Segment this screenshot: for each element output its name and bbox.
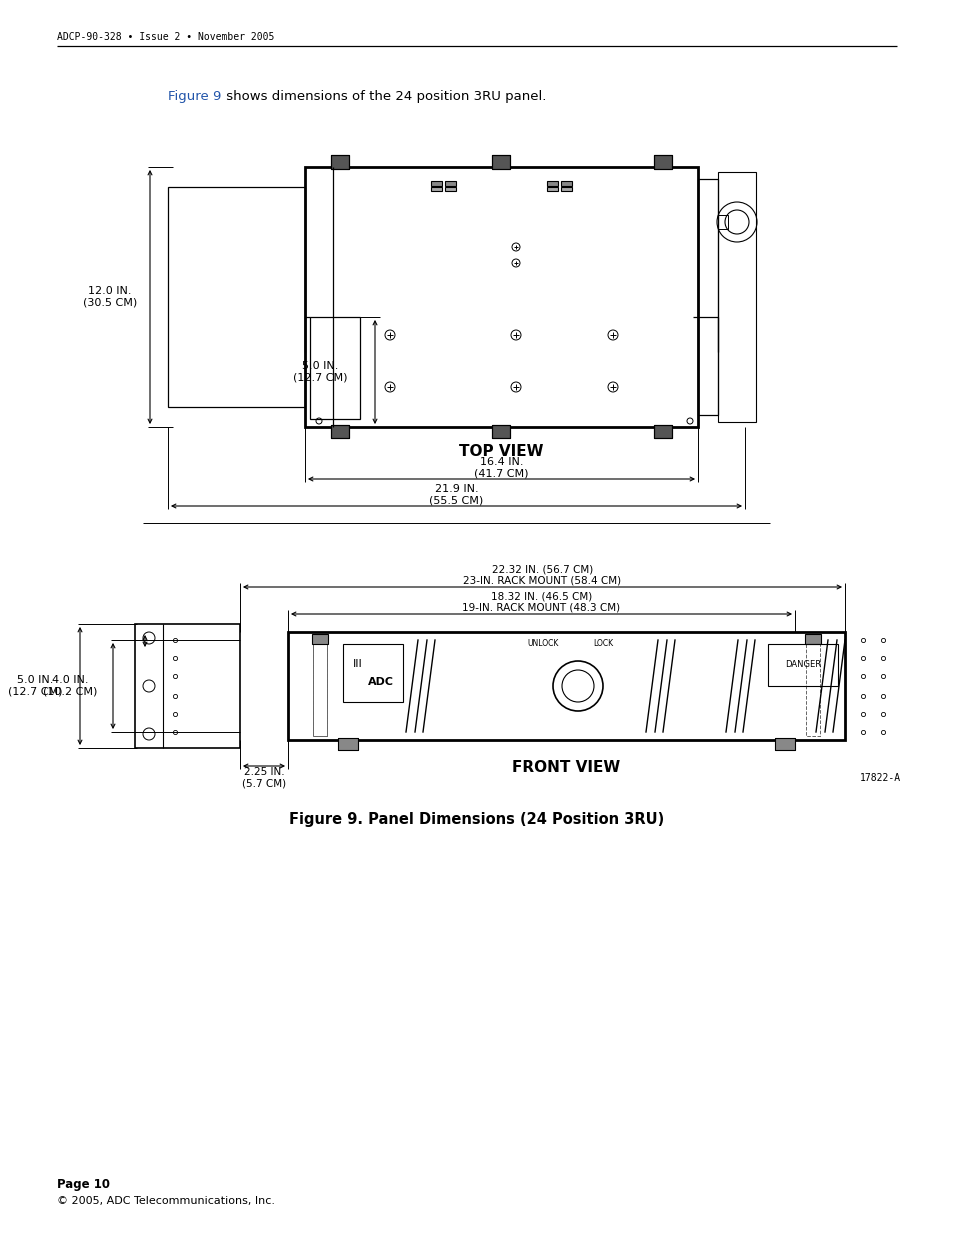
Text: LOCK: LOCK	[593, 640, 613, 648]
Bar	[337, 739, 357, 750]
Text: FRONT VIEW: FRONT VIEW	[512, 761, 620, 776]
Text: 5.0 IN.
(12.7 CM): 5.0 IN. (12.7 CM)	[293, 361, 347, 383]
Bar	[654, 156, 671, 169]
Text: ADC: ADC	[368, 677, 394, 687]
Text: 2.25 IN.
(5.7 CM): 2.25 IN. (5.7 CM)	[242, 767, 286, 789]
Bar	[331, 425, 349, 438]
Bar	[431, 182, 441, 186]
Bar	[313, 636, 327, 736]
Bar	[560, 186, 572, 191]
Bar	[331, 156, 349, 169]
Text: 18.32 IN. (46.5 CM)
19-IN. RACK MOUNT (48.3 CM): 18.32 IN. (46.5 CM) 19-IN. RACK MOUNT (4…	[462, 592, 619, 613]
Bar	[774, 739, 794, 750]
Text: 5.0 IN.
(12.7 CM): 5.0 IN. (12.7 CM)	[8, 676, 62, 697]
Bar	[310, 317, 359, 419]
Text: DANGER: DANGER	[784, 661, 821, 669]
Text: III: III	[353, 659, 362, 669]
Bar	[492, 156, 510, 169]
Bar	[313, 636, 327, 736]
Bar	[804, 634, 821, 643]
Text: Figure 9. Panel Dimensions (24 Position 3RU): Figure 9. Panel Dimensions (24 Position …	[289, 813, 664, 827]
Bar	[331, 425, 349, 438]
Bar	[331, 156, 349, 169]
Bar	[492, 425, 510, 438]
Bar	[135, 624, 240, 748]
Text: © 2005, ADC Telecommunications, Inc.: © 2005, ADC Telecommunications, Inc.	[57, 1195, 274, 1207]
Text: 22.32 IN. (56.7 CM)
23-IN. RACK MOUNT (58.4 CM): 22.32 IN. (56.7 CM) 23-IN. RACK MOUNT (5…	[463, 564, 621, 585]
Bar	[431, 186, 441, 191]
Bar	[698, 179, 718, 415]
Bar	[718, 215, 727, 228]
Text: 21.9 IN.
(55.5 CM): 21.9 IN. (55.5 CM)	[429, 484, 483, 506]
Bar	[718, 172, 755, 422]
Bar	[774, 739, 794, 750]
Bar	[546, 186, 558, 191]
Bar	[767, 643, 837, 685]
Text: Figure 9: Figure 9	[168, 90, 221, 103]
Bar	[654, 425, 671, 438]
Bar	[560, 182, 572, 186]
Bar	[337, 739, 357, 750]
Text: UNLOCK: UNLOCK	[527, 640, 558, 648]
Bar	[654, 425, 671, 438]
Text: shows dimensions of the 24 position 3RU panel.: shows dimensions of the 24 position 3RU …	[222, 90, 546, 103]
Text: 12.0 IN.
(30.5 CM): 12.0 IN. (30.5 CM)	[83, 287, 137, 308]
Bar	[654, 156, 671, 169]
Bar	[305, 167, 698, 427]
Text: Page 10: Page 10	[57, 1178, 110, 1191]
Bar	[546, 182, 558, 186]
Text: TOP VIEW: TOP VIEW	[458, 445, 543, 459]
Text: ADCP-90-328 • Issue 2 • November 2005: ADCP-90-328 • Issue 2 • November 2005	[57, 32, 274, 42]
Bar	[168, 186, 305, 408]
Bar	[288, 632, 844, 740]
Text: 4.0 IN.
(10.2 CM): 4.0 IN. (10.2 CM)	[43, 676, 97, 697]
Bar	[312, 634, 328, 643]
Bar	[444, 186, 456, 191]
Bar	[492, 156, 510, 169]
Bar	[492, 425, 510, 438]
Bar	[343, 643, 402, 701]
Bar	[805, 636, 820, 736]
Text: 16.4 IN.
(41.7 CM): 16.4 IN. (41.7 CM)	[474, 457, 528, 479]
Bar	[444, 182, 456, 186]
Text: 17822-A: 17822-A	[859, 773, 901, 783]
